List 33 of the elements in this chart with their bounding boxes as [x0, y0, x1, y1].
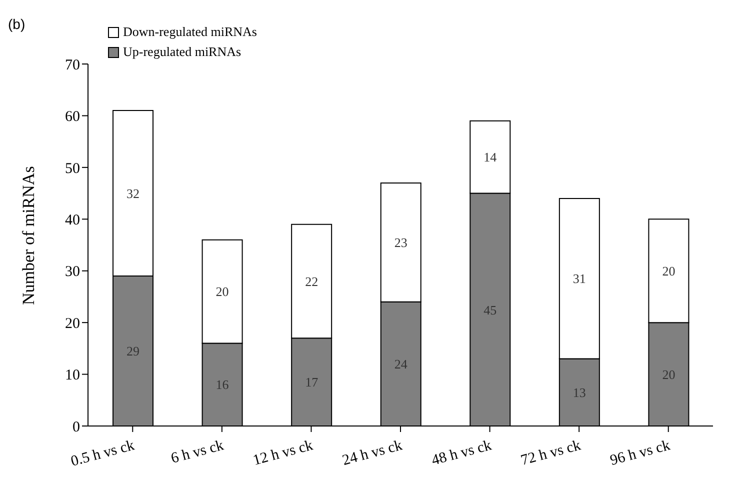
- x-tick-label: 48 h vs ck: [430, 438, 494, 469]
- data-label: 20: [662, 366, 676, 382]
- data-label: 31: [572, 271, 586, 286]
- y-axis-title: Number of miRNAs: [19, 166, 38, 305]
- data-label: 24: [394, 356, 408, 372]
- x-tick-label: 24 h vs ck: [340, 438, 404, 469]
- y-tick-label: 70: [65, 57, 80, 74]
- x-tick-label: 96 h vs ck: [608, 438, 672, 469]
- y-tick-label: 0: [72, 419, 80, 436]
- data-label: 29: [126, 344, 140, 359]
- legend-label: Down-regulated miRNAs: [123, 24, 257, 40]
- data-label: 20: [662, 263, 676, 278]
- y-tick-label: 10: [65, 368, 80, 384]
- x-tick-label: 72 h vs ck: [519, 438, 584, 469]
- text: (b): [8, 16, 26, 32]
- y-tick-label: 60: [65, 109, 80, 126]
- data-label: 22: [305, 274, 318, 289]
- legend-label: Up-regulated miRNAs: [123, 44, 242, 60]
- x-tick-label: 12 h vs ck: [251, 438, 316, 469]
- y-tick-label: 20: [65, 316, 80, 332]
- data-label: 14: [484, 150, 498, 165]
- data-label: 13: [572, 385, 586, 400]
- y-tick-label: 30: [65, 264, 80, 280]
- x-tick-label: 0.5 h vs ck: [69, 438, 137, 470]
- x-tick-label: 6 h vs ck: [169, 438, 226, 468]
- data-label: 23: [394, 235, 408, 250]
- y-tick-label: 40: [65, 212, 80, 228]
- y-tick-label: 50: [65, 160, 80, 177]
- data-label: 45: [484, 302, 497, 318]
- data-label: 20: [216, 284, 229, 300]
- data-label: 16: [216, 377, 230, 392]
- data-label: 17: [305, 374, 319, 390]
- data-label: 32: [126, 186, 140, 201]
